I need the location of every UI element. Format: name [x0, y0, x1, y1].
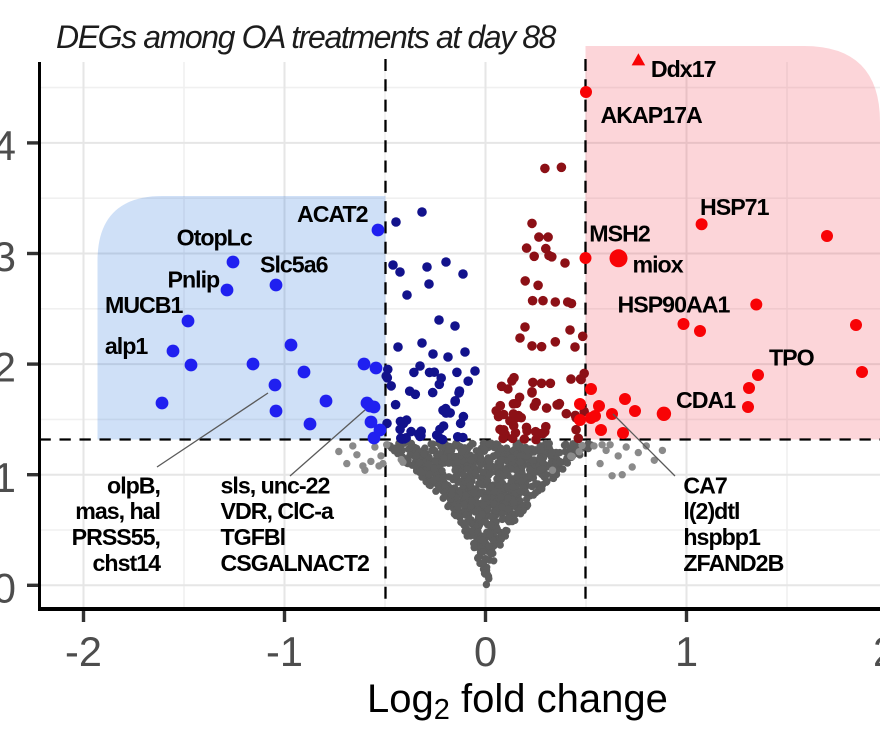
- svg-text:Pnlip: Pnlip: [168, 266, 221, 292]
- svg-text:chst14: chst14: [93, 550, 162, 576]
- svg-text:3: 3: [0, 233, 16, 280]
- svg-text:mas, hal: mas, hal: [75, 498, 160, 524]
- svg-text:VDR, ClC-a: VDR, ClC-a: [221, 498, 335, 524]
- svg-text:MSH2: MSH2: [589, 221, 650, 247]
- svg-text:2: 2: [873, 628, 880, 675]
- svg-text:1: 1: [675, 628, 698, 675]
- svg-text:-1: -1: [266, 628, 303, 675]
- svg-text:-2: -2: [65, 628, 102, 675]
- svg-text:CDA1: CDA1: [676, 387, 736, 413]
- svg-text:DEGs among OA treatments at da: DEGs among OA treatments at day 88: [56, 19, 557, 55]
- svg-text:0: 0: [474, 628, 497, 675]
- svg-text:CSGALNACT2: CSGALNACT2: [221, 550, 370, 576]
- svg-text:Log2 fold change: Log2 fold change: [367, 677, 668, 726]
- svg-text:alp1: alp1: [105, 333, 149, 359]
- svg-text:HSP90AA1: HSP90AA1: [618, 292, 731, 318]
- svg-text:olpB,: olpB,: [107, 472, 160, 498]
- svg-text:TGFBl: TGFBl: [221, 524, 286, 550]
- svg-text:2: 2: [0, 343, 16, 390]
- svg-text:HSP71: HSP71: [700, 194, 770, 220]
- svg-text:4: 4: [0, 122, 16, 169]
- svg-text:PRSS55,: PRSS55,: [72, 524, 160, 550]
- svg-text:OtopLc: OtopLc: [177, 224, 253, 250]
- svg-text:hspbp1: hspbp1: [683, 524, 761, 550]
- svg-text:TPO: TPO: [769, 345, 815, 371]
- svg-text:miox: miox: [633, 252, 684, 278]
- svg-text:MUCB1: MUCB1: [105, 292, 184, 318]
- svg-text:ZFAND2B: ZFAND2B: [683, 550, 783, 576]
- svg-text:Ddx17: Ddx17: [651, 56, 716, 82]
- svg-text:AKAP17A: AKAP17A: [601, 102, 703, 128]
- svg-text:0: 0: [0, 565, 16, 612]
- svg-text:1: 1: [0, 454, 16, 501]
- svg-text:CA7: CA7: [683, 472, 726, 498]
- svg-text:ACAT2: ACAT2: [297, 201, 368, 227]
- svg-text:sls, unc-22: sls, unc-22: [221, 472, 330, 498]
- svg-text:l(2)dtl: l(2)dtl: [683, 498, 739, 524]
- svg-text:Slc5a6: Slc5a6: [260, 252, 329, 278]
